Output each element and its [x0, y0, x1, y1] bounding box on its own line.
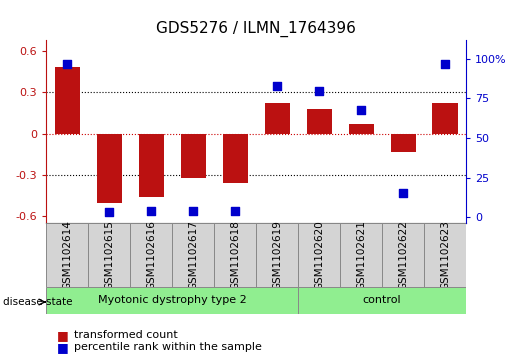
Text: disease state: disease state — [3, 297, 72, 307]
Point — [273, 83, 281, 89]
Text: GSM1102617: GSM1102617 — [188, 220, 198, 290]
Point — [189, 208, 197, 214]
Text: Myotonic dystrophy type 2: Myotonic dystrophy type 2 — [98, 295, 247, 305]
Bar — [222, 134, 248, 183]
Text: ■: ■ — [57, 341, 68, 354]
Point — [63, 61, 72, 66]
Bar — [55, 68, 80, 134]
Text: GSM1102615: GSM1102615 — [105, 220, 114, 290]
Bar — [382, 223, 424, 287]
Text: control: control — [363, 295, 402, 305]
Text: GSM1102623: GSM1102623 — [440, 220, 450, 290]
Point — [231, 208, 239, 214]
Point — [147, 208, 156, 214]
Point — [105, 209, 113, 215]
Point — [357, 107, 365, 113]
Bar — [130, 223, 172, 287]
Bar — [298, 287, 466, 314]
Bar — [390, 134, 416, 152]
Text: percentile rank within the sample: percentile rank within the sample — [74, 342, 262, 352]
Text: GSM1102619: GSM1102619 — [272, 220, 282, 290]
Point — [399, 191, 407, 196]
Text: transformed count: transformed count — [74, 330, 177, 340]
Text: GSM1102614: GSM1102614 — [62, 220, 72, 290]
Text: GSM1102622: GSM1102622 — [398, 220, 408, 290]
Bar — [97, 134, 122, 203]
Bar — [89, 223, 130, 287]
Bar — [298, 223, 340, 287]
Point — [441, 61, 449, 66]
Bar — [139, 134, 164, 197]
Point — [315, 87, 323, 93]
Bar — [340, 223, 382, 287]
Title: GDS5276 / ILMN_1764396: GDS5276 / ILMN_1764396 — [156, 21, 356, 37]
Bar — [46, 287, 298, 314]
Bar — [433, 103, 458, 134]
Text: GSM1102620: GSM1102620 — [314, 220, 324, 290]
Bar — [256, 223, 298, 287]
Text: GSM1102621: GSM1102621 — [356, 220, 366, 290]
Bar — [265, 103, 290, 134]
Bar — [306, 109, 332, 134]
Bar — [172, 223, 214, 287]
Bar — [46, 223, 89, 287]
Text: GSM1102616: GSM1102616 — [146, 220, 156, 290]
Text: ■: ■ — [57, 329, 68, 342]
Bar — [424, 223, 466, 287]
Bar — [349, 124, 374, 134]
Bar — [181, 134, 206, 178]
Bar — [214, 223, 256, 287]
Text: GSM1102618: GSM1102618 — [230, 220, 240, 290]
